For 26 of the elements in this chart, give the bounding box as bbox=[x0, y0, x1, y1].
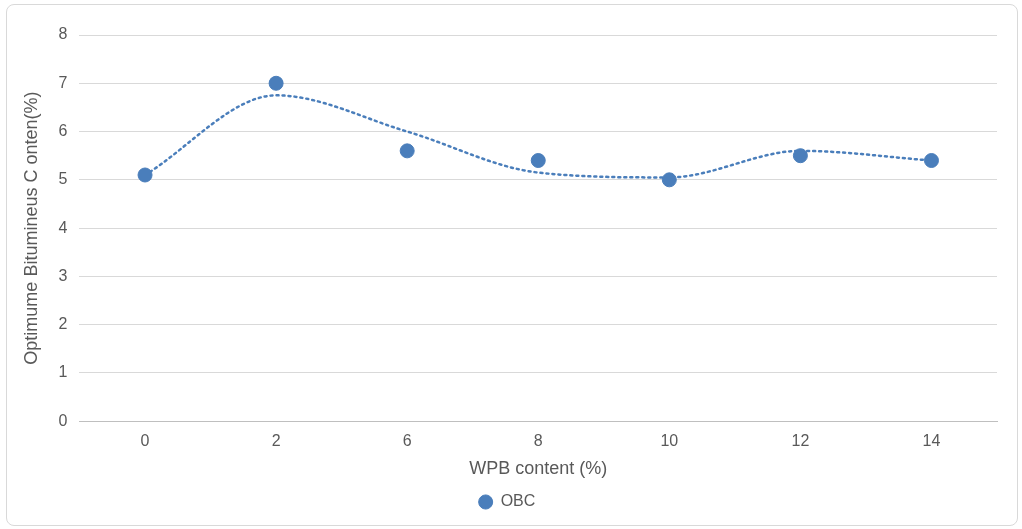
legend-label: OBC bbox=[500, 492, 536, 510]
x-axis-title: WPB content (%) bbox=[469, 458, 608, 479]
point bbox=[399, 143, 415, 159]
point bbox=[137, 167, 153, 183]
x-tick-label: 10 bbox=[660, 432, 679, 450]
y-tick-label: 1 bbox=[58, 363, 68, 381]
point bbox=[792, 148, 808, 164]
x-tick-label: 14 bbox=[922, 432, 941, 450]
y-tick-label: 5 bbox=[58, 170, 68, 188]
y-axis-title: Optimume Bitumineus C onten(%) bbox=[20, 91, 41, 365]
x-tick-label: 8 bbox=[533, 432, 543, 450]
point bbox=[530, 153, 546, 169]
y-tick-label: 7 bbox=[58, 73, 68, 91]
x-tick-label: 2 bbox=[271, 432, 281, 450]
point bbox=[661, 172, 677, 188]
y-tick-label: 6 bbox=[58, 121, 68, 139]
point bbox=[923, 153, 939, 169]
x-tick-label: 0 bbox=[140, 432, 150, 450]
y-tick-label: 4 bbox=[58, 218, 68, 236]
x-tick-label: 12 bbox=[791, 432, 810, 450]
point bbox=[268, 75, 284, 91]
y-tick-label: 8 bbox=[58, 25, 68, 43]
y-tick-label: 2 bbox=[58, 315, 68, 333]
y-tick-label: 3 bbox=[58, 266, 68, 284]
x-tick-label: 6 bbox=[402, 432, 412, 450]
y-tick-label: 0 bbox=[58, 411, 68, 429]
